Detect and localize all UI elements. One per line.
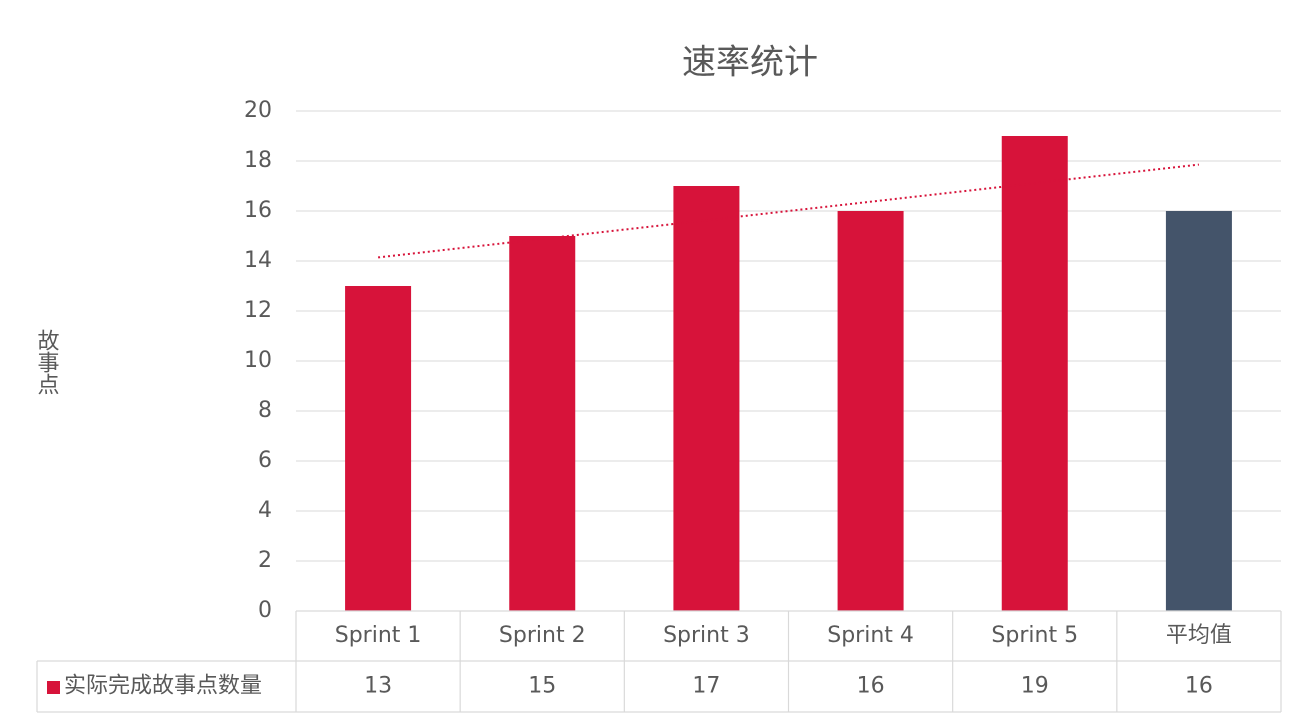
x-tick-label: Sprint 5 (991, 623, 1078, 648)
x-tick-label: Sprint 2 (499, 623, 586, 648)
table-value: 13 (364, 674, 392, 699)
x-tick-label: Sprint 4 (827, 623, 914, 648)
y-tick-label: 8 (258, 398, 272, 423)
y-tick-label: 14 (244, 248, 272, 273)
y-tick-label: 6 (258, 448, 272, 473)
y-tick-label: 12 (244, 298, 272, 323)
legend-swatch (47, 681, 60, 694)
y-tick-label: 20 (244, 98, 272, 123)
y-axis-label: 故事点 (34, 329, 60, 395)
y-tick-label: 2 (258, 548, 272, 573)
table-value: 19 (1021, 674, 1049, 699)
chart-title: 速率统计 (682, 43, 818, 83)
bar (1001, 136, 1068, 611)
y-tick-label: 0 (258, 598, 272, 623)
table-value: 17 (692, 674, 720, 699)
x-tick-label: 平均值 (1166, 623, 1232, 648)
bar (509, 236, 576, 611)
y-tick-label: 4 (258, 498, 272, 523)
table-value: 15 (528, 674, 556, 699)
y-tick-label: 16 (244, 198, 272, 223)
bar (837, 211, 904, 611)
x-tick-label: Sprint 1 (335, 623, 422, 648)
table-value: 16 (1185, 674, 1213, 699)
bar (673, 186, 740, 611)
x-tick-label: Sprint 3 (663, 623, 750, 648)
y-tick-label: 10 (244, 348, 272, 373)
table-value: 16 (857, 674, 885, 699)
bar (1165, 211, 1232, 611)
legend-label: 实际完成故事点数量 (64, 674, 262, 699)
y-tick-label: 18 (244, 148, 272, 173)
bar (345, 286, 412, 611)
